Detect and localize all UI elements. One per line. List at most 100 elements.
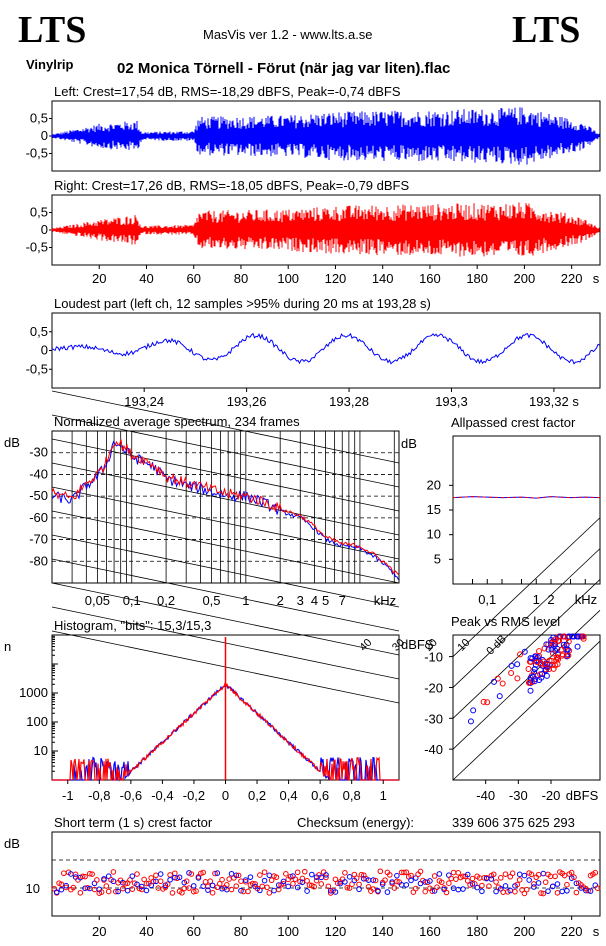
short-term-crest-point bbox=[164, 881, 171, 887]
right-waveform-xtick-label: 180 bbox=[466, 271, 488, 286]
allpassed-crest-xtick-label: 0,1 bbox=[478, 592, 496, 607]
short-term-crest-point bbox=[438, 879, 445, 886]
short-term-crest-point bbox=[190, 888, 197, 895]
short-term-crest-point bbox=[115, 888, 121, 895]
average-spectrum-xtick-label: 0,5 bbox=[202, 593, 220, 608]
short-term-crest-point bbox=[299, 879, 306, 886]
short-term-crest-point bbox=[226, 876, 232, 882]
short-term-crest-point bbox=[157, 871, 164, 877]
peak-vs-rms-point bbox=[496, 693, 503, 700]
short-term-crest-point bbox=[219, 876, 225, 883]
short-term-crest-point bbox=[233, 872, 240, 879]
short-term-crest-xtick-label: 100 bbox=[277, 924, 299, 939]
short-term-crest-point bbox=[559, 888, 566, 895]
short-term-crest-point bbox=[153, 872, 159, 879]
peak-vs-rms-point bbox=[558, 646, 565, 653]
short-term-crest-point bbox=[412, 885, 419, 892]
short-term-crest-point bbox=[394, 872, 400, 879]
right-waveform-xunit: s bbox=[593, 271, 600, 286]
short-term-crest-point bbox=[412, 875, 419, 881]
short-term-crest-point bbox=[200, 883, 206, 890]
short-term-crest-point bbox=[257, 872, 263, 878]
peak-vs-rms-point bbox=[525, 666, 532, 673]
peak-vs-rms-point bbox=[527, 674, 534, 681]
short-term-crest-point bbox=[141, 876, 147, 883]
short-term-crest-point bbox=[176, 874, 183, 881]
short-term-crest-point bbox=[535, 880, 542, 886]
peak-vs-rms-point bbox=[554, 645, 561, 652]
app-title: MasVis ver 1.2 - www.lts.a.se bbox=[203, 27, 373, 42]
short-term-crest-point bbox=[592, 869, 599, 876]
peak-vs-rms-point bbox=[574, 643, 581, 650]
short-term-crest-xtick-label: 80 bbox=[234, 924, 248, 939]
short-term-crest-point bbox=[283, 871, 289, 877]
right-waveform-xtick-label: 100 bbox=[277, 271, 299, 286]
short-term-crest-point bbox=[233, 883, 240, 889]
short-term-crest-point bbox=[294, 884, 301, 891]
loudest-part-ytick-label: 0,5 bbox=[30, 324, 48, 339]
short-term-crest-point bbox=[403, 882, 410, 888]
short-term-crest-point bbox=[448, 875, 454, 882]
short-term-crest-point bbox=[292, 876, 299, 882]
average-spectrum-ytick-label: -80 bbox=[29, 553, 48, 568]
histogram-ytick-label: 100 bbox=[26, 714, 48, 729]
short-term-crest-point bbox=[564, 881, 570, 888]
short-term-crest-xtick-label: 160 bbox=[419, 924, 441, 939]
average-spectrum-xtick-label: 4 bbox=[311, 593, 318, 608]
loudest-part-frame bbox=[51, 312, 601, 389]
short-term-crest-point bbox=[212, 870, 218, 877]
right-waveform-xtick-label: 140 bbox=[372, 271, 394, 286]
short-term-crest-point bbox=[521, 890, 528, 897]
short-term-crest-point bbox=[61, 870, 67, 877]
short-term-crest-point bbox=[474, 884, 480, 891]
short-term-crest-point bbox=[273, 874, 280, 880]
average-spectrum-slope-line bbox=[51, 510, 400, 584]
short-term-crest-point bbox=[280, 878, 287, 885]
histogram-xtick-label: 0 bbox=[222, 788, 229, 803]
short-term-crest-point bbox=[313, 877, 320, 884]
short-term-crest-point bbox=[337, 880, 343, 887]
short-term-crest-point bbox=[228, 886, 235, 893]
short-term-crest-point bbox=[63, 884, 69, 891]
average-spectrum-slope-line bbox=[51, 486, 400, 560]
short-term-crest-point bbox=[391, 885, 398, 891]
short-term-crest-xtick-label: 220 bbox=[561, 924, 583, 939]
short-term-crest-point bbox=[148, 882, 155, 889]
loudest-part-ytick-label: 0 bbox=[41, 343, 48, 358]
short-term-crest-point bbox=[370, 886, 377, 892]
short-term-crest-point bbox=[228, 870, 235, 877]
short-term-crest-point bbox=[401, 869, 407, 876]
short-term-crest-point bbox=[268, 877, 275, 884]
short-term-crest-point bbox=[469, 875, 476, 882]
average-spectrum-xtick-label: 0,2 bbox=[157, 593, 175, 608]
peak-vs-rms-point bbox=[539, 657, 546, 664]
allpassed-crest-ylabel: dB bbox=[401, 436, 417, 451]
peak-vs-rms-diagonal-label: 0 dB bbox=[484, 633, 508, 657]
average-spectrum-xtick-label: 2 bbox=[277, 593, 284, 608]
peak-vs-rms-ytick-label: -30 bbox=[424, 711, 443, 726]
short-term-crest-point bbox=[264, 884, 270, 891]
peak-vs-rms-point bbox=[554, 654, 561, 661]
average-spectrum-xtick-label: 7 bbox=[339, 593, 346, 608]
short-term-crest-point bbox=[585, 887, 591, 894]
right-waveform-title: Right: Crest=17,26 dB, RMS=-18,05 dBFS, … bbox=[54, 178, 409, 193]
short-term-crest-point bbox=[549, 883, 556, 890]
short-term-crest-point bbox=[353, 875, 360, 881]
short-term-crest-xtick-label: 20 bbox=[92, 924, 106, 939]
short-term-crest-point bbox=[205, 887, 211, 893]
short-term-crest-point bbox=[552, 873, 558, 880]
short-term-crest-checksum-value: 339 606 375 625 293 bbox=[452, 815, 575, 830]
short-term-crest-point bbox=[443, 889, 450, 896]
right-waveform-xtick-label: 80 bbox=[234, 271, 248, 286]
average-spectrum-slope-line bbox=[51, 438, 400, 512]
short-term-crest-point bbox=[386, 872, 393, 878]
short-term-crest-point bbox=[512, 888, 518, 895]
short-term-crest-point bbox=[209, 890, 216, 896]
short-term-crest-point bbox=[429, 888, 436, 894]
peak-vs-rms-point bbox=[508, 662, 515, 669]
peak-vs-rms-diagonal bbox=[452, 610, 601, 750]
short-term-crest-point bbox=[455, 869, 462, 876]
short-term-crest-point bbox=[394, 878, 400, 885]
short-term-crest-point bbox=[150, 878, 157, 885]
